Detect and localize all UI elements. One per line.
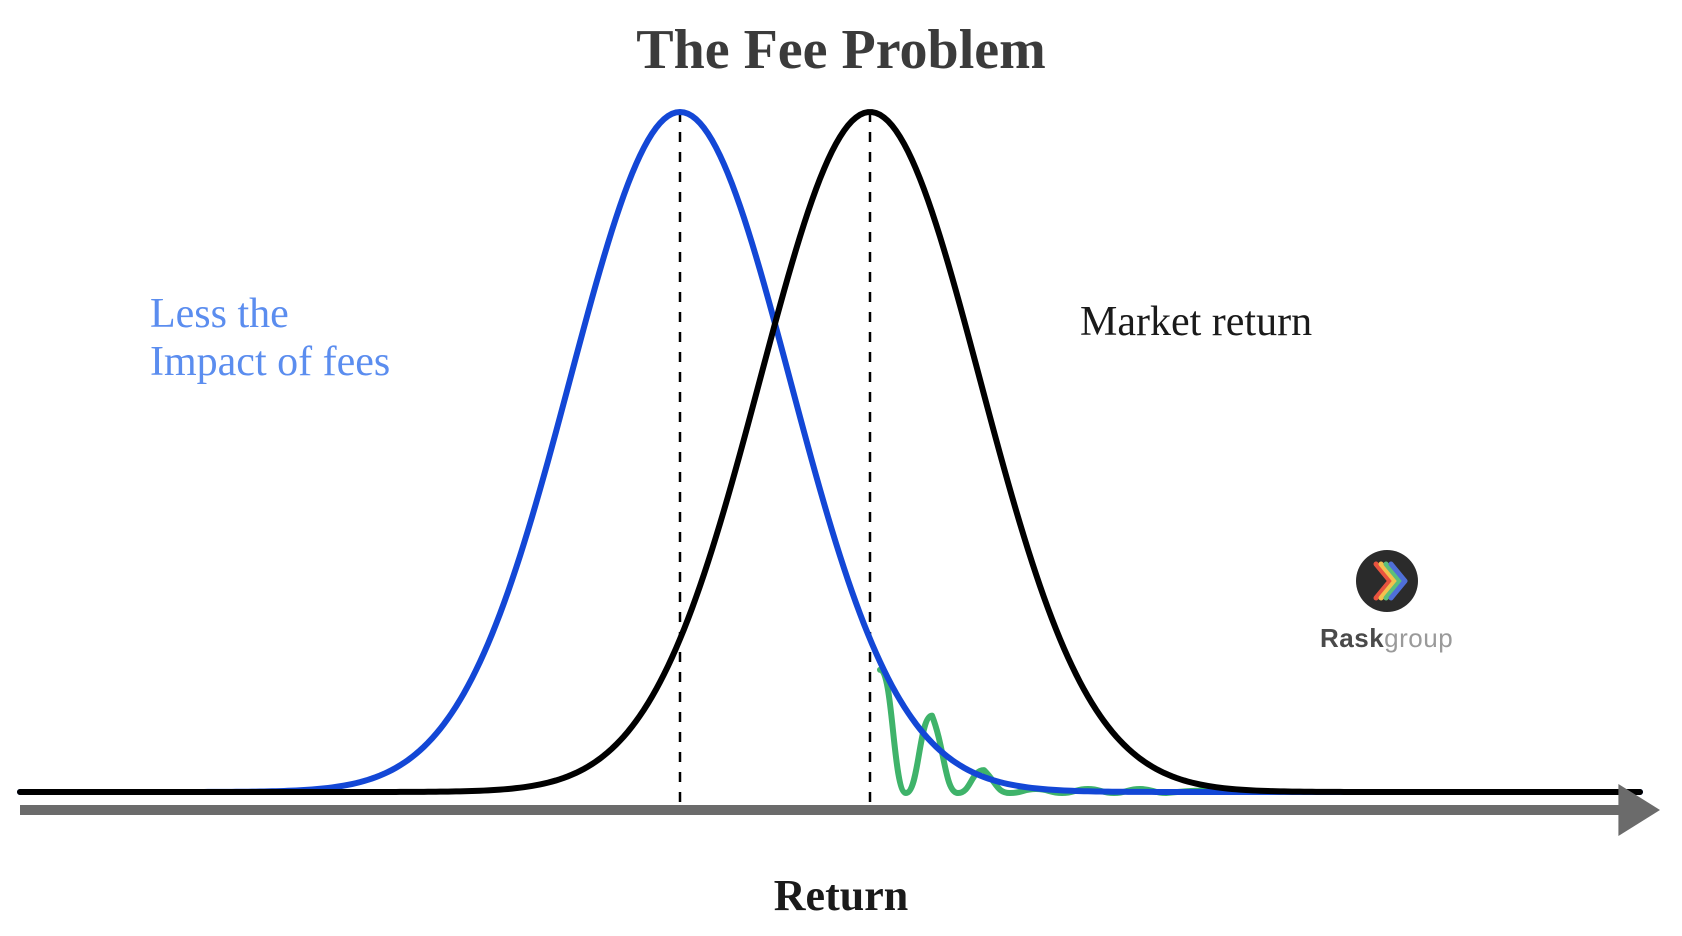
brand-logo-text: Raskgroup bbox=[1320, 623, 1453, 654]
brand-logo-text-light: group bbox=[1384, 623, 1453, 653]
brand-logo: Raskgroup bbox=[1320, 550, 1453, 654]
x-axis-label: Return bbox=[0, 870, 1682, 921]
brand-logo-text-bold: Rask bbox=[1320, 623, 1384, 653]
brand-logo-icon bbox=[1356, 550, 1418, 612]
chart-stage: The Fee Problem Less the Impact of fees … bbox=[0, 0, 1682, 936]
chart-svg bbox=[0, 0, 1682, 936]
